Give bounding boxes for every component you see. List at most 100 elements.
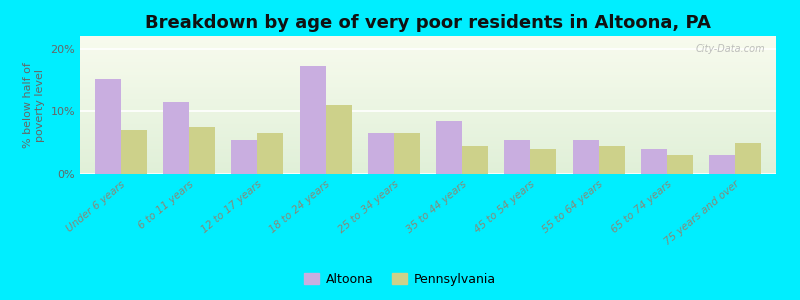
Bar (80, 130, 776, 131)
Bar (80, 41, 776, 43)
Bar (368, 133, 394, 174)
Bar (80, 57, 776, 58)
Bar (80, 135, 776, 137)
Bar (80, 117, 776, 119)
Bar (80, 116, 776, 117)
Bar (80, 69, 776, 70)
Title: Breakdown by age of very poor residents in Altoona, PA: Breakdown by age of very poor residents … (145, 14, 711, 32)
Bar (80, 133, 776, 134)
Bar (80, 98, 776, 100)
Bar (80, 61, 776, 62)
Bar (80, 160, 776, 162)
Bar (80, 77, 776, 79)
Bar (80, 101, 776, 102)
Bar (80, 138, 776, 140)
Bar (80, 166, 776, 167)
Bar (80, 113, 776, 115)
Bar (80, 137, 776, 138)
Bar (189, 127, 215, 174)
Bar (80, 155, 776, 156)
Bar (80, 39, 776, 40)
Bar (80, 66, 776, 68)
Bar (80, 106, 776, 108)
Bar (80, 54, 776, 55)
Bar (573, 140, 598, 174)
Bar (80, 64, 776, 65)
Bar (80, 156, 776, 158)
Bar (80, 152, 776, 153)
Bar (80, 146, 776, 148)
Bar (436, 121, 462, 174)
Bar (231, 140, 258, 174)
Bar (80, 123, 776, 124)
Bar (80, 112, 776, 113)
Bar (80, 126, 776, 127)
Bar (80, 79, 776, 80)
Bar (80, 170, 776, 171)
Bar (80, 100, 776, 101)
Bar (80, 94, 776, 95)
Bar (80, 171, 776, 172)
Bar (80, 153, 776, 155)
Bar (80, 134, 776, 135)
Bar (80, 90, 776, 91)
Bar (80, 44, 776, 46)
Bar (735, 142, 761, 174)
Bar (641, 149, 667, 174)
Bar (80, 87, 776, 88)
Bar (80, 131, 776, 133)
Bar (80, 65, 776, 66)
Bar (80, 62, 776, 64)
Bar (80, 149, 776, 151)
Bar (80, 163, 776, 164)
Bar (530, 149, 556, 174)
Bar (80, 58, 776, 59)
Bar (80, 38, 776, 39)
Bar (163, 102, 189, 174)
Bar (80, 108, 776, 109)
Bar (80, 91, 776, 93)
Bar (80, 169, 776, 170)
Bar (80, 140, 776, 141)
Legend: Altoona, Pennsylvania: Altoona, Pennsylvania (299, 268, 501, 291)
Bar (80, 59, 776, 61)
Bar (80, 109, 776, 110)
Bar (505, 140, 530, 174)
Bar (80, 50, 776, 51)
Bar (80, 164, 776, 166)
Bar (80, 88, 776, 90)
Bar (80, 52, 776, 54)
Bar (80, 122, 776, 123)
Bar (80, 128, 776, 130)
Bar (258, 133, 283, 174)
Bar (80, 162, 776, 163)
Bar (80, 43, 776, 44)
Bar (80, 120, 776, 122)
Text: City-Data.com: City-Data.com (696, 44, 766, 54)
Bar (80, 40, 776, 41)
Bar (80, 151, 776, 152)
Bar (80, 86, 776, 87)
Bar (80, 145, 776, 146)
Bar (80, 97, 776, 98)
Bar (80, 115, 776, 116)
Bar (80, 73, 776, 75)
Bar (80, 76, 776, 77)
Bar (80, 148, 776, 149)
Bar (80, 47, 776, 48)
Bar (80, 72, 776, 73)
Bar (80, 83, 776, 84)
Bar (394, 133, 420, 174)
Bar (80, 93, 776, 94)
Bar (462, 146, 488, 174)
Bar (80, 102, 776, 104)
Bar (709, 155, 735, 174)
Bar (80, 105, 776, 106)
Bar (80, 158, 776, 159)
Bar (598, 146, 625, 174)
Bar (80, 110, 776, 112)
Bar (80, 119, 776, 120)
Bar (80, 144, 776, 145)
Bar (80, 51, 776, 52)
Bar (80, 55, 776, 57)
